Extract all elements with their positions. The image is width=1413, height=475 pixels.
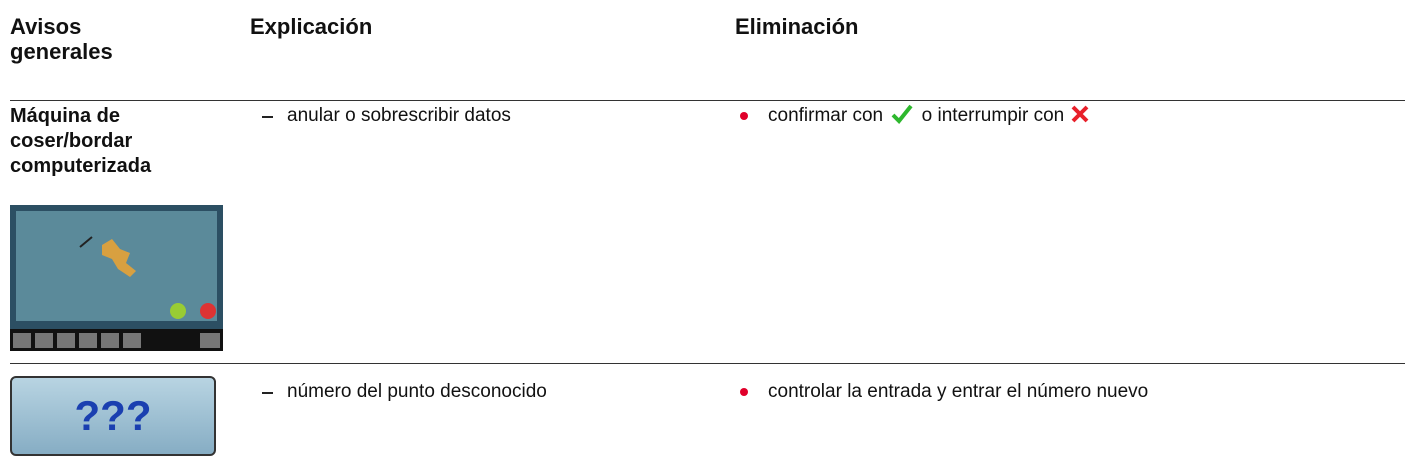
bullet <box>740 388 748 396</box>
cross-icon <box>1071 105 1088 123</box>
remedy-text: confirmar con <box>768 105 884 126</box>
remedy-text: o interrumpir con <box>921 105 1065 126</box>
header-col3: Eliminación <box>735 14 859 39</box>
rule <box>10 363 1405 364</box>
rule <box>10 100 1405 101</box>
row-label: Máquina de coser/bordar computerizada <box>10 105 152 177</box>
dash <box>262 392 273 394</box>
remedy: controlar la entrada y entrar el número … <box>768 381 1149 402</box>
header-col2: Explicación <box>250 14 373 39</box>
header-col1: Avisos generales <box>10 14 113 64</box>
dash <box>262 116 273 118</box>
screen-image <box>10 205 223 351</box>
unknown-button: ??? <box>10 376 216 456</box>
check-icon <box>891 104 913 124</box>
explanation: número del punto desconocido <box>287 381 547 402</box>
remedy: confirmar con o interrumpir con <box>768 104 1090 128</box>
explanation: anular o sobrescribir datos <box>287 105 511 126</box>
bullet <box>740 112 748 120</box>
